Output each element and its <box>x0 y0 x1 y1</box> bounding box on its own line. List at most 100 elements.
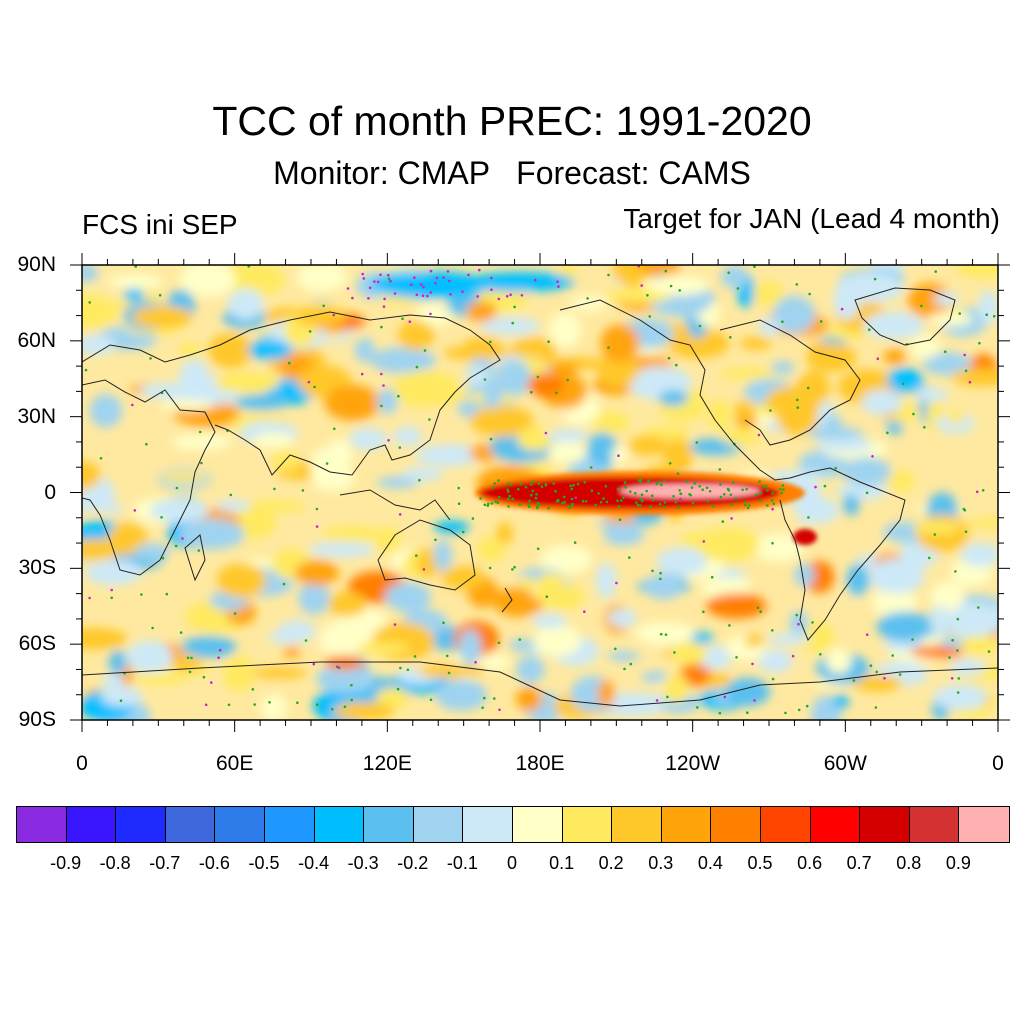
significance-dot <box>415 554 418 557</box>
lat-label: 60N <box>17 328 56 352</box>
significance-dot <box>690 486 694 489</box>
tcc-patch <box>234 394 290 411</box>
significance-dot <box>623 481 627 484</box>
significance-dot <box>667 356 671 360</box>
tcc-patch <box>433 520 470 534</box>
significance-dot <box>507 505 510 508</box>
significance-dot <box>599 501 603 504</box>
colorbar-swatch <box>810 807 861 842</box>
significance-dot <box>753 699 756 702</box>
significance-dot <box>496 501 500 505</box>
significance-dot <box>956 691 960 694</box>
tcc-patch <box>132 673 188 685</box>
significance-dot <box>689 493 692 497</box>
significance-dot <box>958 312 961 315</box>
colorbar-label: 0.6 <box>797 853 823 873</box>
significance-dot <box>963 353 966 357</box>
tcc-patch <box>915 515 970 553</box>
significance-dot <box>511 568 514 571</box>
significance-dot <box>483 378 487 381</box>
significance-dot <box>771 492 774 495</box>
lat-label: 90S <box>18 708 56 731</box>
significance-dot <box>675 363 678 367</box>
significance-dot <box>745 487 748 491</box>
significance-dot <box>698 324 702 328</box>
tcc-patch <box>706 593 767 619</box>
significance-dot <box>766 504 769 507</box>
colorbar-swatch <box>562 807 613 842</box>
significance-dot <box>513 305 516 309</box>
tcc-patch <box>600 324 640 363</box>
significance-dot <box>467 273 470 277</box>
significance-dot <box>977 606 980 609</box>
tcc-patch <box>642 278 668 291</box>
significance-dot <box>933 533 937 536</box>
tcc-patch <box>789 610 809 635</box>
significance-dot <box>393 623 397 626</box>
tcc-patch <box>587 432 618 467</box>
tcc-patch <box>533 624 582 657</box>
significance-dot <box>808 292 811 296</box>
significance-dot <box>710 575 714 579</box>
significance-dot <box>350 683 353 687</box>
significance-dot <box>534 496 538 500</box>
significance-dot <box>536 547 540 551</box>
significance-dot <box>962 507 966 511</box>
significance-dot <box>483 696 486 700</box>
significance-dot <box>204 703 208 707</box>
colorbar-label: 0.2 <box>598 853 624 873</box>
tcc-patch <box>416 444 482 467</box>
significance-dot <box>678 489 681 492</box>
significance-dot <box>490 288 493 292</box>
significance-dot <box>615 581 618 585</box>
tcc-patch <box>228 288 264 320</box>
significance-dot <box>581 499 585 503</box>
significance-dot <box>457 486 461 490</box>
significance-dot <box>624 486 627 489</box>
tcc-patch <box>949 659 986 676</box>
significance-dot <box>727 271 730 275</box>
significance-dot <box>517 487 520 491</box>
significance-dot <box>964 369 968 373</box>
tcc-patch <box>466 300 497 323</box>
significance-dot <box>380 325 383 329</box>
tcc-patch <box>744 634 764 648</box>
significance-dot <box>382 305 386 308</box>
tcc-patch <box>922 352 972 376</box>
significance-dot <box>640 284 643 287</box>
lat-label: 60S <box>18 632 56 656</box>
tcc-patch <box>216 499 251 512</box>
significance-dot <box>664 269 668 273</box>
tcc-patch <box>670 641 707 665</box>
tcc-patch <box>910 335 940 359</box>
tcc-patch <box>868 558 925 594</box>
significance-dot <box>574 496 578 500</box>
significance-dot <box>723 695 727 699</box>
significance-dot <box>387 273 390 277</box>
significance-dot <box>771 629 774 632</box>
significance-dot <box>757 433 761 437</box>
significance-dot <box>282 582 286 586</box>
significance-dot <box>638 504 642 507</box>
significance-dot <box>648 315 651 318</box>
significance-dot <box>497 479 500 482</box>
colorbar-swatch <box>959 807 1009 842</box>
colorbar-label: 0.1 <box>549 853 575 873</box>
significance-dot <box>530 493 533 497</box>
significance-dot <box>706 500 710 503</box>
tcc-patch <box>888 470 915 492</box>
tcc-patch <box>476 536 507 562</box>
colorbar-label: 0.3 <box>648 853 674 873</box>
tcc-patch <box>721 265 749 289</box>
tcc-patch <box>296 265 348 292</box>
significance-dot <box>540 485 544 488</box>
colorbar <box>16 806 1010 843</box>
significance-dot <box>617 454 620 458</box>
significance-dot <box>695 441 699 444</box>
significance-dot <box>666 695 669 699</box>
tcc-patch <box>171 434 233 451</box>
significance-dot <box>751 662 754 666</box>
tcc-patch <box>656 547 708 576</box>
significance-dot <box>380 404 383 408</box>
significance-dot <box>641 499 644 503</box>
